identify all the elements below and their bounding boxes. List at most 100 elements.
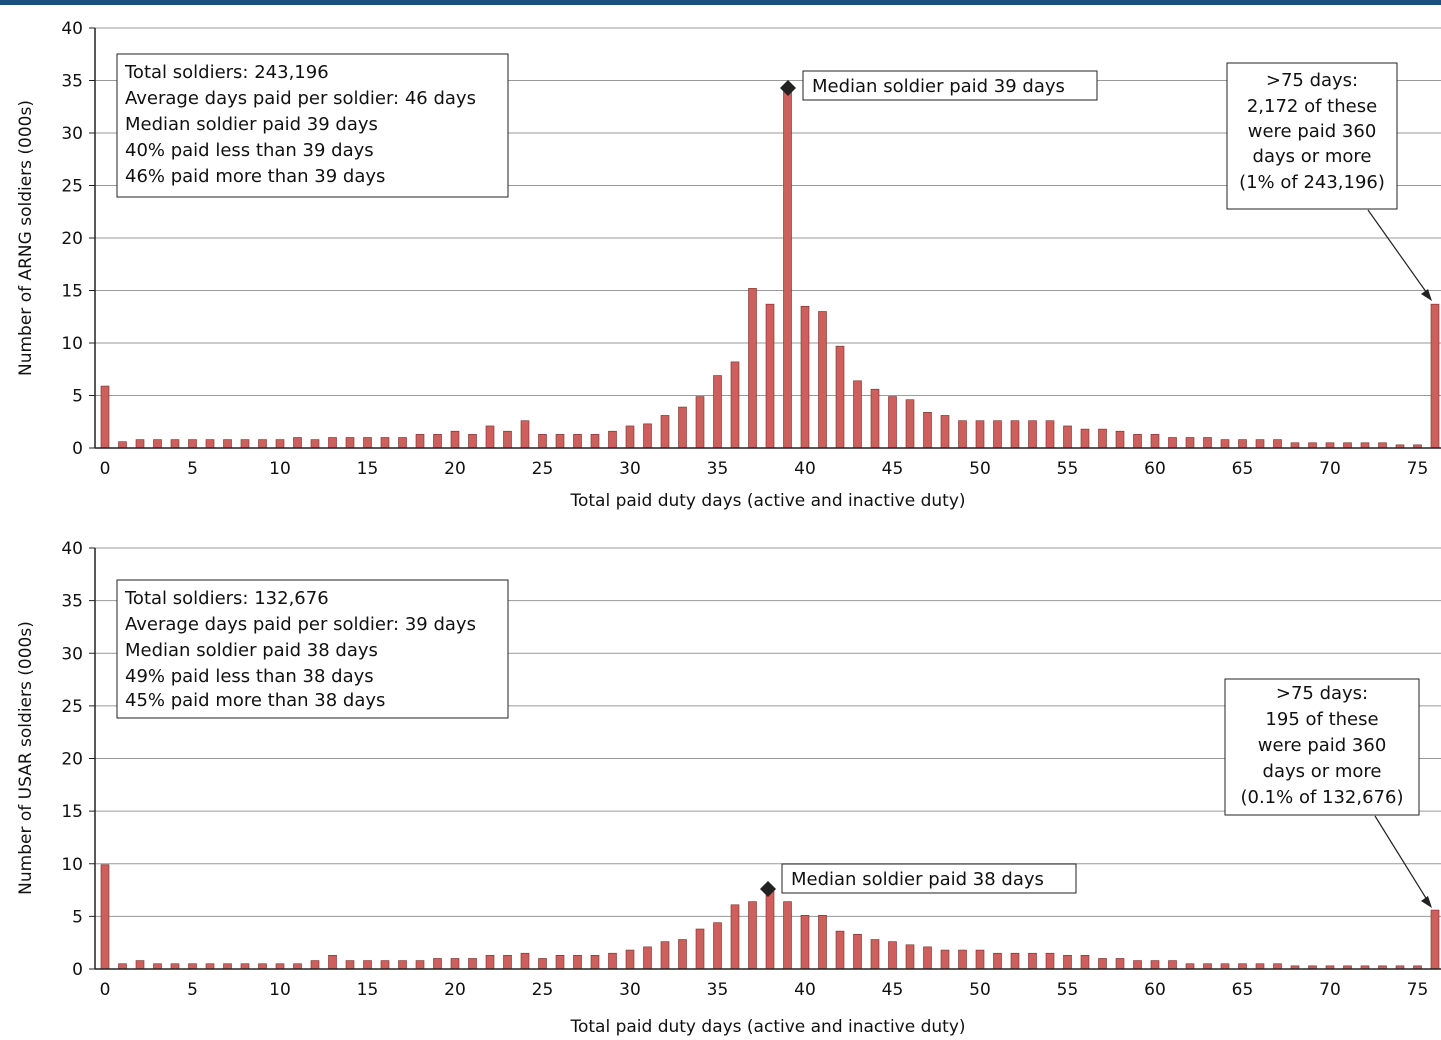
- bar-day-61: [1168, 960, 1177, 970]
- bar-day-53: [1028, 420, 1037, 449]
- bar-day-12: [310, 960, 320, 970]
- bar-day-67: [1273, 963, 1282, 970]
- bar-day-47: [923, 946, 932, 970]
- bar-day-45: [888, 941, 897, 970]
- stats-box: [116, 579, 509, 719]
- bar-day-2: [135, 960, 145, 970]
- y-tick-label: 25: [61, 177, 83, 197]
- bar-day-20: [450, 958, 460, 970]
- bar-day-64: [1220, 439, 1230, 449]
- bar-day-48: [940, 949, 950, 970]
- x-tick-label: 20: [444, 459, 466, 479]
- stats-line-2: Average days paid per soldier: 46 days: [125, 88, 476, 109]
- bar-day-11: [293, 963, 302, 970]
- bar-day-37: [748, 288, 757, 449]
- bar-day-32: [660, 941, 670, 970]
- median-label-box: [781, 863, 1077, 894]
- bar-day-10: [275, 963, 285, 970]
- bar-day-39: [783, 901, 792, 970]
- bar-day-21: [468, 958, 477, 970]
- x-tick-labels: 0 5 10 15 20 25 30 35 40 45 50 55 60 65 70 75: [100, 459, 1429, 479]
- bar-day-1: [118, 441, 127, 449]
- bar-day-43: [853, 380, 862, 449]
- tail-line-5: (1% of 243,196): [1239, 172, 1385, 193]
- bar-day-24: [520, 420, 530, 449]
- bar-day-25: [538, 958, 547, 970]
- x-tick-label: 0: [100, 980, 111, 1000]
- x-tick-label: 70: [1319, 459, 1341, 479]
- stats-line-4: 40% paid less than 39 days: [125, 140, 374, 161]
- bar-day-19: [433, 434, 442, 449]
- tail-line-2: 2,172 of these: [1247, 96, 1377, 117]
- bar-day-46: [905, 399, 915, 449]
- bar-day-66: [1255, 439, 1265, 449]
- bar-day-11: [293, 437, 302, 449]
- x-tick-label: 65: [1232, 459, 1254, 479]
- bar-day-9: [258, 439, 267, 449]
- bar-day-34: [695, 928, 705, 970]
- bar-day-37: [748, 901, 757, 970]
- median-label: Median soldier paid 38 days: [791, 869, 1044, 890]
- y-tick-label: 10: [61, 855, 83, 875]
- bar-day-1: [118, 963, 127, 970]
- bar-day-52: [1010, 952, 1020, 970]
- bar-day-70: [1325, 442, 1335, 449]
- x-tick-label: 35: [707, 980, 729, 1000]
- bar-day-4: [170, 439, 180, 449]
- median-label-box: [802, 70, 1098, 101]
- bar-day-68: [1290, 442, 1300, 449]
- bar-day-50: [975, 420, 985, 449]
- bar-day-71: [1343, 442, 1352, 449]
- bar-day-57: [1098, 958, 1107, 970]
- bar-day-55: [1063, 425, 1072, 449]
- y-tick-label: 5: [72, 907, 83, 927]
- bar-day-27: [573, 434, 582, 449]
- tail-arrow-line: [1374, 815, 1430, 904]
- axes: [89, 27, 1441, 449]
- bar-day-16: [380, 437, 390, 449]
- bar-day-40: [800, 915, 810, 970]
- bar-day-48: [940, 415, 950, 449]
- y-tick-label: 25: [61, 697, 83, 717]
- tail-box: [1224, 678, 1420, 816]
- bar-day-50: [975, 949, 985, 970]
- x-tick-label: 20: [444, 980, 466, 1000]
- x-tick-label: 45: [882, 980, 904, 1000]
- bar-day-39: [783, 89, 792, 449]
- bar-day-34: [695, 396, 705, 449]
- tail-line-1: >75 days:: [1276, 683, 1368, 704]
- bar-day-40: [800, 305, 810, 449]
- y-tick-label: 20: [61, 229, 83, 249]
- bar-day-35: [713, 375, 722, 449]
- y-tick-label: 30: [61, 644, 83, 664]
- bar-day-20: [450, 430, 460, 449]
- x-tick-label: 45: [882, 459, 904, 479]
- bar-day-45: [888, 396, 897, 449]
- bar-day-9: [258, 963, 267, 970]
- bar-day-25: [538, 434, 547, 449]
- bar-day-69: [1308, 442, 1317, 449]
- bar-day-63: [1203, 437, 1212, 449]
- bar-day-21: [468, 434, 477, 449]
- bar-day-28: [590, 955, 600, 970]
- y-tick-label: 40: [61, 19, 83, 39]
- bar-day-27: [573, 955, 582, 970]
- bar-day-23: [503, 955, 512, 970]
- bar-day-7: [223, 439, 232, 449]
- stats-line-1: Total soldiers: 132,676: [124, 588, 329, 609]
- bar-day-51: [993, 952, 1002, 970]
- x-tick-label: 10: [269, 980, 291, 1000]
- bar-day-36: [730, 904, 740, 970]
- x-tick-label: 50: [969, 459, 991, 479]
- x-tick-label: 55: [1057, 459, 1079, 479]
- x-tick-label: 5: [187, 980, 198, 1000]
- y-axis-title: Number of ARNG soldiers (000s): [16, 100, 36, 376]
- x-tick-labels: 0 5 10 15 20 25 30 35 40 45 50 55 60 65 70 75: [100, 980, 1429, 1000]
- bar-day-51: [993, 420, 1002, 449]
- stats-box: [116, 53, 509, 198]
- bar-series: [100, 864, 1440, 970]
- y-tick-label: 10: [61, 334, 83, 354]
- x-tick-label: 5: [187, 459, 198, 479]
- bar-day-3: [153, 439, 162, 449]
- median-label: Median soldier paid 39 days: [812, 76, 1065, 97]
